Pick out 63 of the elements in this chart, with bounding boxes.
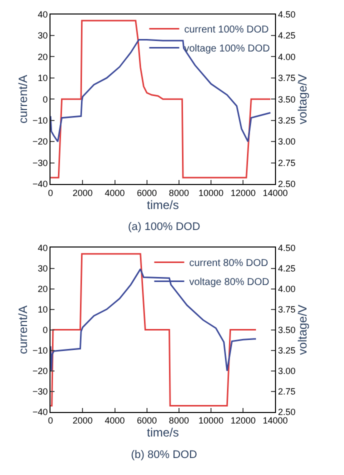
- x-tick-label: 2000: [72, 188, 93, 198]
- x-tick-label: 14000: [262, 416, 288, 426]
- line-series: [50, 39, 272, 142]
- y2-tick-label: 3.50: [278, 94, 296, 104]
- x-tick-label: 6000: [136, 416, 157, 426]
- x-tick-label: 8000: [168, 416, 189, 426]
- y-tick-label: 20: [38, 284, 48, 294]
- x-tick-label: 2000: [72, 416, 93, 426]
- y2-tick-label: 4.50: [278, 242, 296, 253]
- y-tick-label: −10: [32, 116, 48, 126]
- y-tick-label: −20: [32, 366, 48, 376]
- y2-tick-label: 2.50: [278, 179, 296, 190]
- y-tick-label: 20: [38, 52, 48, 62]
- x-tick-label: 4000: [104, 188, 125, 198]
- y-tick-label: −20: [32, 136, 48, 147]
- y2-tick-label: 3.25: [278, 345, 296, 356]
- y-tick-label: 10: [38, 73, 48, 84]
- y-tick-label: −30: [32, 158, 48, 168]
- y2-axis-title: voltage/V: [296, 304, 310, 355]
- y-tick-label: 30: [38, 263, 48, 274]
- y2-tick-label: 3.00: [278, 136, 296, 147]
- x-tick-label: 4000: [104, 416, 125, 426]
- legend-label: voltage 80% DOD: [189, 277, 270, 288]
- y2-tick-label: 2.75: [278, 158, 296, 168]
- text: (b) 80% DOD: [131, 449, 198, 461]
- y2-tick-label: 4.50: [278, 9, 296, 20]
- y2-tick-label: 2.75: [278, 386, 296, 397]
- y2-tick-label: 3.75: [278, 304, 296, 314]
- y-axis-title: current/A: [16, 74, 30, 124]
- y-tick-label: 40: [38, 242, 48, 253]
- x-tick-label: 14000: [262, 188, 288, 198]
- y-tick-label: 40: [38, 9, 48, 20]
- y-tick-label: −10: [32, 345, 48, 356]
- y2-tick-label: 4.00: [278, 52, 296, 62]
- x-tick-label: 12000: [230, 416, 256, 426]
- y2-tick-label: 4.00: [278, 284, 296, 294]
- y2-tick-label: 3.75: [278, 73, 296, 84]
- y-tick-label: 0: [42, 94, 48, 104]
- y2-axis-title: voltage/V: [296, 74, 310, 124]
- y-tick-label: −40: [32, 179, 48, 190]
- legend-label: current 80% DOD: [189, 258, 268, 270]
- x-tick-label: 10000: [198, 416, 224, 426]
- y-tick-label: 30: [38, 30, 48, 41]
- y-tick-label: −30: [32, 386, 48, 397]
- y-tick-label: 10: [38, 304, 48, 314]
- y2-tick-label: 4.25: [278, 30, 296, 41]
- x-tick-label: 6000: [136, 188, 157, 198]
- y2-tick-label: 4.25: [278, 263, 296, 274]
- text: (a) 100% DOD: [128, 221, 200, 233]
- y2-tick-label: 3.00: [278, 366, 296, 376]
- x-tick-label: 12000: [230, 188, 256, 198]
- y-axis-title: current/A: [16, 305, 30, 354]
- y2-tick-label: 2.50: [278, 407, 296, 418]
- x-axis-title: time/s: [146, 198, 179, 212]
- x-axis-title: time/s: [146, 426, 179, 440]
- line-series: [50, 20, 272, 178]
- x-tick-label: 8000: [168, 188, 189, 198]
- y2-tick-label: 3.50: [278, 324, 296, 335]
- x-tick-label: 10000: [198, 188, 224, 198]
- y-tick-label: 0: [42, 324, 48, 335]
- y-tick-label: −40: [32, 407, 48, 418]
- legend-label: current 100% DOD: [184, 24, 269, 36]
- y2-tick-label: 3.25: [278, 116, 296, 126]
